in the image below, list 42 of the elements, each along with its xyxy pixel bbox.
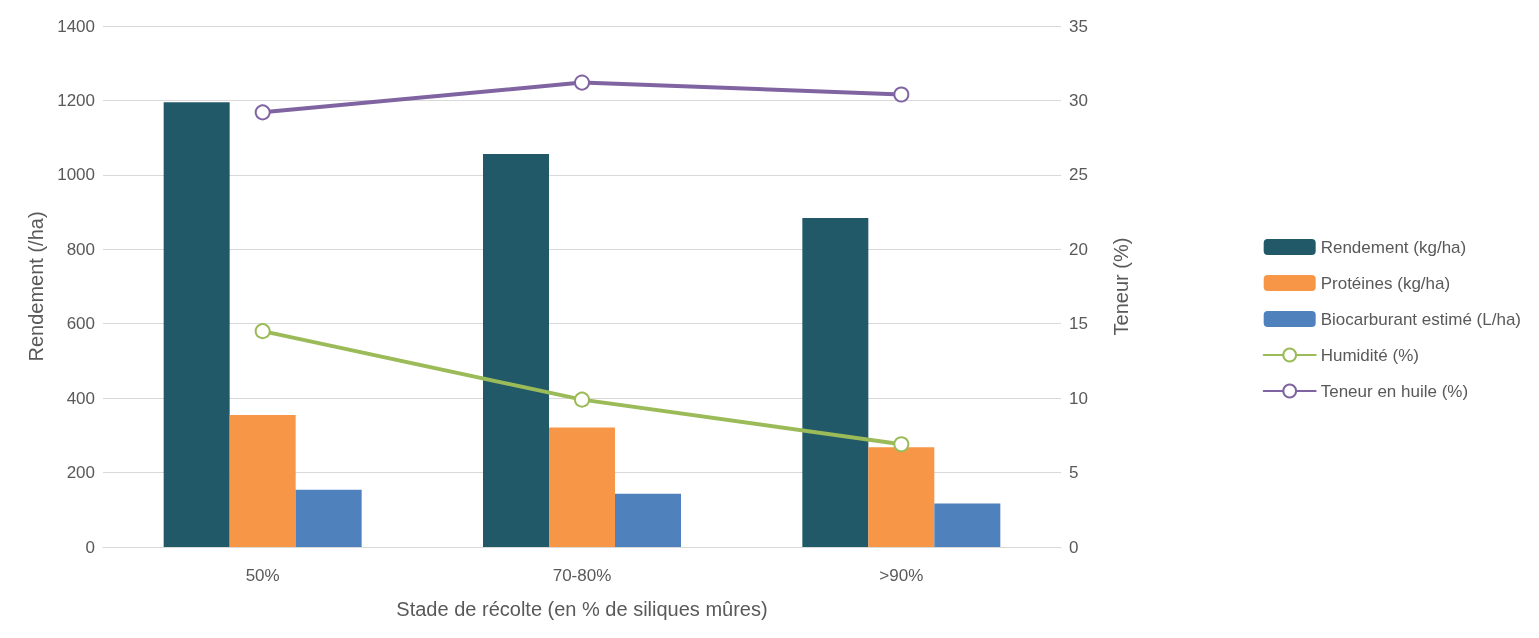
y-tick-label: 1200 bbox=[57, 90, 95, 110]
y-tick-label: 1400 bbox=[57, 16, 95, 36]
x-tick-label: >90% bbox=[879, 566, 924, 585]
bar bbox=[615, 493, 681, 547]
y2-tick-label: 0 bbox=[1069, 537, 1079, 557]
bar bbox=[868, 447, 935, 547]
x-tick-label: 50% bbox=[245, 566, 280, 585]
y2-tick-label: 15 bbox=[1069, 314, 1088, 334]
point bbox=[574, 74, 590, 91]
legend-label: Teneur en huile (%) bbox=[1320, 381, 1469, 401]
point bbox=[254, 323, 271, 340]
y-tick-label: 400 bbox=[66, 388, 95, 408]
y-tick-label: 0 bbox=[85, 537, 95, 557]
y-axis-title: Rendement (/ha) bbox=[25, 211, 48, 362]
y-tick-label: 800 bbox=[66, 239, 95, 259]
bar bbox=[802, 218, 869, 547]
legend-label: Biocarburant estimé (L/ha) bbox=[1320, 309, 1522, 329]
y2-tick-label: 20 bbox=[1069, 239, 1088, 259]
legend-label: Rendement (kg/ha) bbox=[1320, 237, 1467, 257]
legend-label: Protéines (kg/ha) bbox=[1320, 273, 1451, 293]
bar bbox=[934, 503, 1001, 547]
point bbox=[254, 104, 271, 121]
bar bbox=[163, 102, 230, 547]
y2-tick-label: 10 bbox=[1069, 388, 1088, 408]
y-tick-label: 600 bbox=[66, 314, 95, 334]
point bbox=[893, 436, 910, 453]
y-tick-label: 200 bbox=[66, 463, 95, 483]
bar bbox=[549, 427, 615, 547]
x-axis-title: Stade de récolte (en % de siliques mûres) bbox=[396, 598, 768, 620]
bar bbox=[295, 489, 362, 547]
y2-tick-label: 35 bbox=[1069, 16, 1088, 36]
y2-tick-label: 5 bbox=[1069, 463, 1079, 483]
bar bbox=[483, 154, 549, 547]
point bbox=[893, 86, 910, 103]
x-tick-label: 70-80% bbox=[552, 566, 612, 585]
y-tick-label: 1000 bbox=[57, 165, 95, 185]
legend-label: Humidité (%) bbox=[1320, 345, 1419, 365]
y2-axis-title: Teneur (%) bbox=[1110, 237, 1132, 336]
bar bbox=[229, 414, 296, 547]
y2-tick-label: 25 bbox=[1069, 165, 1088, 185]
y2-tick-label: 30 bbox=[1069, 90, 1088, 110]
point bbox=[574, 391, 590, 408]
